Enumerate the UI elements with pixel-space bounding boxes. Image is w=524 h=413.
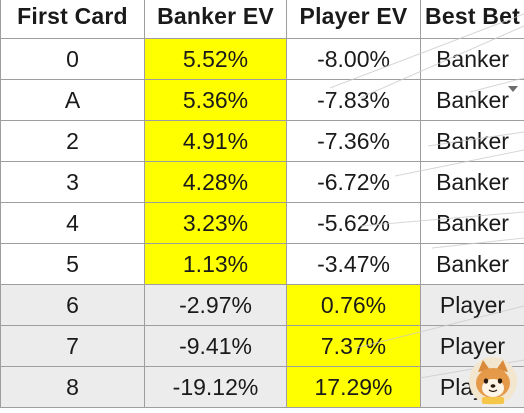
table-row: 8 -19.12% 17.29% Player: [0, 366, 524, 408]
cell-player-ev[interactable]: -7.83%: [286, 79, 421, 121]
cell-best-bet[interactable]: Banker: [420, 161, 524, 203]
cell-first-card[interactable]: 2: [0, 120, 145, 162]
cell-banker-ev[interactable]: 4.91%: [144, 120, 287, 162]
header-banker-ev[interactable]: Banker EV: [144, 0, 287, 39]
chevron-down-icon[interactable]: [508, 86, 518, 92]
table-row: 5 1.13% -3.47% Banker: [0, 243, 524, 285]
table-row: 4 3.23% -5.62% Banker: [0, 202, 524, 244]
cell-best-bet[interactable]: Banker: [420, 38, 524, 80]
cell-banker-ev[interactable]: -9.41%: [144, 325, 287, 367]
cell-best-bet[interactable]: Banker: [420, 202, 524, 244]
cell-banker-ev[interactable]: -2.97%: [144, 284, 287, 326]
cell-first-card[interactable]: A: [0, 79, 145, 121]
cell-banker-ev[interactable]: 1.13%: [144, 243, 287, 285]
cell-best-bet[interactable]: Banker: [420, 120, 524, 162]
header-first-card[interactable]: First Card: [0, 0, 145, 39]
cell-banker-ev[interactable]: -19.12%: [144, 366, 287, 408]
table-row: A 5.36% -7.83% Banker: [0, 79, 524, 121]
table-row: 0 5.52% -8.00% Banker: [0, 38, 524, 80]
cell-first-card[interactable]: 0: [0, 38, 145, 80]
cell-first-card[interactable]: 3: [0, 161, 145, 203]
cell-player-ev[interactable]: -5.62%: [286, 202, 421, 244]
cell-player-ev[interactable]: -6.72%: [286, 161, 421, 203]
cell-first-card[interactable]: 5: [0, 243, 145, 285]
cell-banker-ev[interactable]: 3.23%: [144, 202, 287, 244]
table-row: 2 4.91% -7.36% Banker: [0, 120, 524, 162]
cell-player-ev[interactable]: 0.76%: [286, 284, 421, 326]
cell-first-card[interactable]: 6: [0, 284, 145, 326]
cell-player-ev[interactable]: 17.29%: [286, 366, 421, 408]
cell-best-bet[interactable]: Player: [420, 284, 524, 326]
cell-player-ev[interactable]: -7.36%: [286, 120, 421, 162]
header-best-bet[interactable]: Best Bet: [420, 0, 524, 39]
table-row: 3 4.28% -6.72% Banker: [0, 161, 524, 203]
shiba-dog-icon: [469, 357, 517, 405]
table-row: 7 -9.41% 7.37% Player: [0, 325, 524, 367]
cell-best-bet[interactable]: Banker: [420, 243, 524, 285]
cell-player-ev[interactable]: -8.00%: [286, 38, 421, 80]
header-row: First Card Banker EV Player EV Best Bet: [0, 0, 524, 39]
cell-banker-ev[interactable]: 5.52%: [144, 38, 287, 80]
cell-first-card[interactable]: 4: [0, 202, 145, 244]
cell-first-card[interactable]: 8: [0, 366, 145, 408]
header-player-ev[interactable]: Player EV: [286, 0, 421, 39]
cell-player-ev[interactable]: -3.47%: [286, 243, 421, 285]
cell-banker-ev[interactable]: 4.28%: [144, 161, 287, 203]
cell-first-card[interactable]: 7: [0, 325, 145, 367]
cell-banker-ev[interactable]: 5.36%: [144, 79, 287, 121]
cell-player-ev[interactable]: 7.37%: [286, 325, 421, 367]
table-row: 6 -2.97% 0.76% Player: [0, 284, 524, 326]
